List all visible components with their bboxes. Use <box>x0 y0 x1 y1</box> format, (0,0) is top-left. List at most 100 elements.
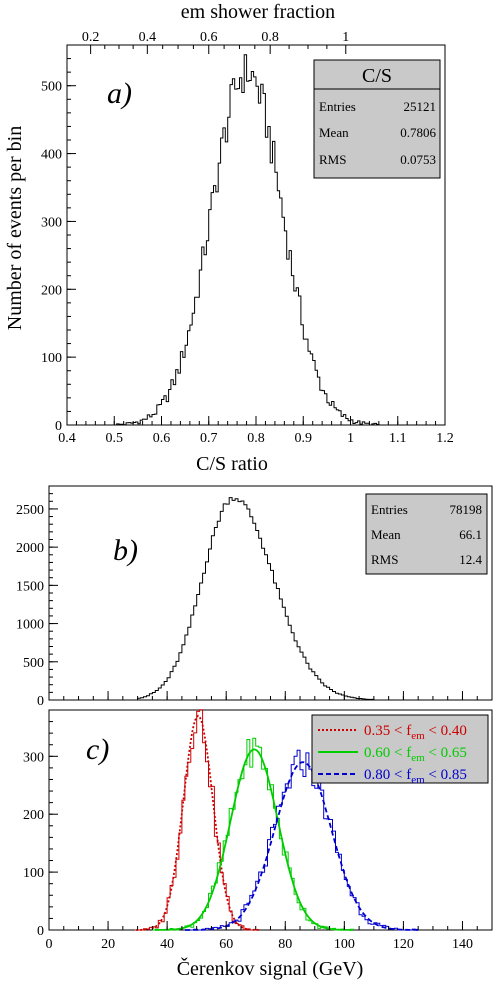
panel-a-histogram-line <box>114 54 380 426</box>
panel-a-x-tick-label-0: 0.4 <box>58 431 76 446</box>
panel-a-x-tick-label-2: 0.6 <box>153 431 171 446</box>
legend-label-2: 0.80 < fem < 0.85 <box>364 767 467 786</box>
legend-label-0: 0.35 < fem < 0.40 <box>364 723 467 742</box>
panel-c-y-tick-label-2: 200 <box>23 808 44 823</box>
panel-a-y-tick-label-3: 300 <box>41 215 62 230</box>
stats-b-rms-label: RMS <box>371 552 398 567</box>
panel-c-x-tick-6: 120 <box>393 921 414 952</box>
panel-c-x-tick-7: 140 <box>452 921 473 952</box>
panel-a: 0.4 0.5 0.6 0.7 0.8 0.9 1 1.1 1.2 0 100 200 300 400 5… <box>4 1 454 475</box>
panel-b-y-tick-1: 500 <box>23 656 58 671</box>
panel-b-x-ticks <box>48 691 493 700</box>
panel-a-top-tick-3: 0.8 <box>261 30 279 54</box>
panel-b-histogram-line <box>137 497 375 700</box>
panel-a-x-tick-2: 0.6 <box>153 416 171 446</box>
panel-b: 0 500 1000 1500 2000 2500 b) Entries 78198 Me… <box>16 485 493 709</box>
panel-c-x-tick-label-5: 100 <box>334 937 355 952</box>
panel-c-x-tick-label-3: 60 <box>219 937 233 952</box>
panel-c-label: c) <box>86 733 109 766</box>
panel-a-x-tick-label-3: 0.7 <box>200 431 218 446</box>
panel-a-x-tick-label-1: 0.5 <box>106 431 124 446</box>
histogram-series-0 <box>134 709 260 931</box>
panel-c-x-tick-label-2: 40 <box>160 937 174 952</box>
panel-c-y-tick-1: 100 <box>23 866 58 881</box>
panel-b-y-tick-label-5: 2500 <box>16 503 44 518</box>
panel-a-y-tick-label-5: 500 <box>41 80 62 95</box>
panel-c-x-tick-label-0: 0 <box>46 937 53 952</box>
panel-c-x-axis-label: Čerenkov signal (GeV) <box>177 956 364 980</box>
panel-b-y-tick-5: 2500 <box>16 503 58 518</box>
panel-a-x-tick-3: 0.7 <box>200 416 218 446</box>
stats-b-entries-label: Entries <box>371 502 408 517</box>
panel-c-x-tick-label-4: 80 <box>278 937 292 952</box>
panel-a-y-tick-1: 100 <box>41 351 76 366</box>
stats-a-title: C/S <box>362 65 392 87</box>
stats-a-mean-label: Mean <box>319 125 349 140</box>
stats-b-mean-label: Mean <box>371 527 401 542</box>
panel-b-y-tick-label-1: 500 <box>23 656 44 671</box>
panel-a-label: a) <box>107 77 132 110</box>
panel-a-x-tick-4: 0.8 <box>247 416 265 446</box>
panel-c-fit-curves <box>136 714 420 931</box>
stats-a-rms-label: RMS <box>319 152 346 167</box>
panel-a-x-tick-label-4: 0.8 <box>247 431 265 446</box>
panel-c-y-tick-label-1: 100 <box>23 866 44 881</box>
panel-c-x-tick-label-6: 120 <box>393 937 414 952</box>
panel-a-y-tick-3: 300 <box>41 215 76 230</box>
panel-a-x-tick-5: 0.9 <box>295 416 313 446</box>
panel-a-top-axis-label: em shower fraction <box>181 1 335 23</box>
panel-a-top-tick-2: 0.6 <box>200 30 218 54</box>
stats-a-entries-label: Entries <box>319 99 356 114</box>
panel-a-top-ticks: 0.2 0.4 0.6 0.8 1 <box>82 30 349 54</box>
legend-entry-2: 0.80 < fem < 0.85 <box>318 767 467 786</box>
panel-b-y-tick-2: 1000 <box>16 618 58 633</box>
stats-a-mean-value: 0.7806 <box>400 125 436 140</box>
stats-b-mean-value: 66.1 <box>459 527 482 542</box>
panel-a-histogram <box>114 54 380 426</box>
panel-b-y-tick-label-3: 1500 <box>16 579 44 594</box>
panel-a-y-tick-label-4: 400 <box>41 148 62 163</box>
fit-curve-series-2 <box>185 761 420 931</box>
panel-c: 0 20 40 60 80 100 120 140 0 100 200 300 Čerenkov s… <box>23 709 493 980</box>
panel-a-y-tick-label-2: 200 <box>41 283 62 298</box>
panel-a-y-tick-5: 500 <box>41 80 76 95</box>
panel-a-x-tick-7: 1.1 <box>389 416 407 446</box>
panel-a-top-tick-label-3: 0.8 <box>261 30 279 45</box>
panel-c-y-tick-3: 300 <box>23 750 58 765</box>
panel-c-x-tick-4: 80 <box>278 921 292 952</box>
panel-a-x-ticks: 0.4 0.5 0.6 0.7 0.8 0.9 1 1.1 1.2 <box>58 416 454 446</box>
panel-a-y-tick-label-0: 0 <box>55 419 62 434</box>
panel-a-top-tick-label-4: 1 <box>342 30 349 45</box>
panel-a-y-tick-2: 200 <box>41 283 76 298</box>
panel-c-x-tick-1: 20 <box>101 921 115 952</box>
panel-a-top-tick-0: 0.2 <box>82 30 99 54</box>
panel-b-y-tick-label-2: 1000 <box>16 618 44 633</box>
panel-c-x-tick-5: 100 <box>334 921 355 952</box>
panel-c-y-ticks: 0 100 200 300 <box>23 721 58 939</box>
panel-a-x-tick-8: 1.2 <box>436 416 454 446</box>
stats-a-entries-value: 25121 <box>404 99 437 114</box>
panel-c-x-tick-0: 0 <box>46 921 53 952</box>
panel-b-y-tick-0: 0 <box>37 694 58 709</box>
legend-entry-1: 0.60 < fem < 0.65 <box>318 745 467 764</box>
panel-a-y-tick-label-1: 100 <box>41 351 62 366</box>
panel-a-y-tick-4: 400 <box>41 148 76 163</box>
stats-b-entries-value: 78198 <box>450 502 483 517</box>
panel-c-x-tick-2: 40 <box>160 921 174 952</box>
panel-a-top-tick-4: 1 <box>342 30 349 54</box>
panel-c-y-tick-label-3: 300 <box>23 750 44 765</box>
panel-a-x-axis-label: C/S ratio <box>196 453 268 475</box>
panel-a-top-tick-1: 0.4 <box>139 30 156 54</box>
panel-b-y-tick-label-4: 2000 <box>16 541 44 556</box>
panel-a-y-ticks: 0 100 200 300 400 500 <box>41 58 76 434</box>
panel-a-x-tick-label-5: 0.9 <box>295 431 313 446</box>
panel-a-x-tick-label-8: 1.2 <box>436 431 454 446</box>
panel-a-top-tick-label-2: 0.6 <box>200 30 218 45</box>
panel-c-x-tick-label-7: 140 <box>452 937 473 952</box>
legend-entry-0: 0.35 < fem < 0.40 <box>318 723 467 742</box>
fit-curve-series-1 <box>155 748 353 931</box>
legend-label-1: 0.60 < fem < 0.65 <box>364 745 467 764</box>
fit-curve-series-0 <box>136 714 261 931</box>
panel-a-y-axis-label: Number of events per bin <box>4 126 26 330</box>
